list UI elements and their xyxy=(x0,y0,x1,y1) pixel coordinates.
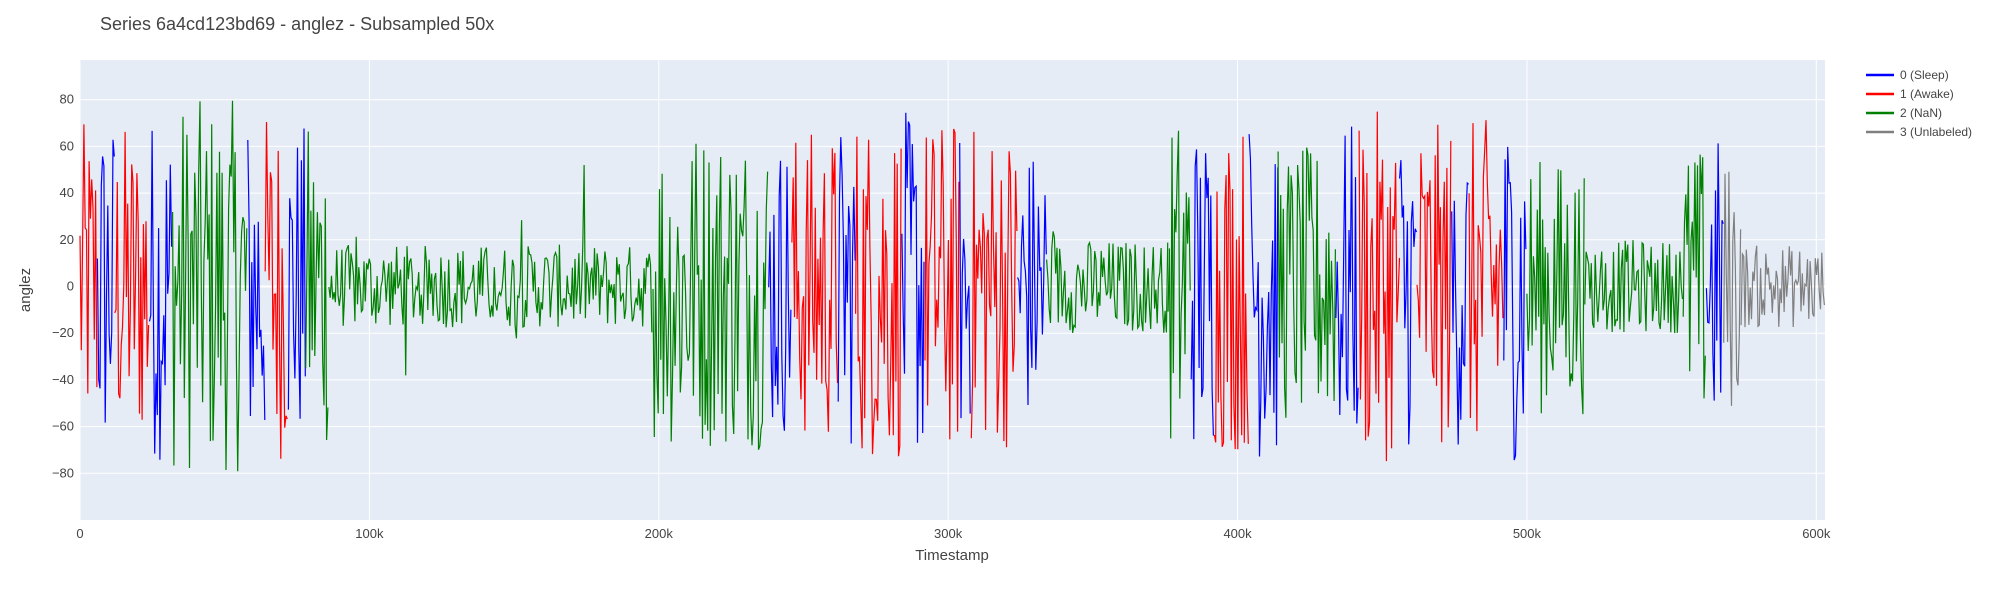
series-trace-1-awake xyxy=(264,121,288,459)
y-tick-label: 60 xyxy=(60,138,74,153)
series-trace-0-sleep xyxy=(1190,149,1214,440)
x-tick-label: 600k xyxy=(1802,526,1831,541)
series-trace-1-awake xyxy=(1468,120,1504,432)
x-tick-label: 300k xyxy=(934,526,963,541)
series-trace-1-awake xyxy=(791,134,839,432)
legend-item[interactable]: 3 (Unlabeled) xyxy=(1866,125,1972,139)
legend-item[interactable]: 2 (NaN) xyxy=(1866,106,1942,120)
x-tick-label: 0 xyxy=(76,526,83,541)
series-trace-0-sleep xyxy=(901,112,925,443)
series-trace-2-nan xyxy=(1584,240,1684,334)
y-tick-label: −20 xyxy=(52,325,74,340)
series-trace-0-sleep xyxy=(1705,143,1724,401)
series-trace-0-sleep xyxy=(1248,134,1279,457)
series-trace-2-nan xyxy=(1682,154,1706,399)
series-trace-2-nan xyxy=(172,100,248,472)
series-trace-0-sleep xyxy=(1503,146,1527,461)
series-trace-3-unlabeled xyxy=(1740,245,1825,328)
series-trace-0-sleep xyxy=(247,139,266,421)
legend-item[interactable]: 0 (Sleep) xyxy=(1866,68,1949,82)
series-trace-0-sleep xyxy=(287,128,306,419)
series-trace-1-awake xyxy=(924,128,960,440)
x-tick-label: 200k xyxy=(645,526,674,541)
y-tick-label: 20 xyxy=(60,232,74,247)
series-trace-0-sleep xyxy=(1451,181,1470,445)
legend-label: 3 (Unlabeled) xyxy=(1900,125,1972,139)
y-tick-label: −60 xyxy=(52,419,74,434)
series-layer xyxy=(79,100,1825,472)
series-trace-1-awake xyxy=(1358,111,1401,462)
legend-label: 2 (NaN) xyxy=(1900,106,1942,120)
series-trace-0-sleep xyxy=(148,130,173,460)
series-trace-1-awake xyxy=(1213,136,1249,450)
x-tick-label: 500k xyxy=(1513,526,1542,541)
legend-label: 0 (Sleep) xyxy=(1900,68,1949,82)
series-trace-1-awake xyxy=(970,131,1018,448)
series-trace-2-nan xyxy=(1526,161,1585,415)
series-trace-0-sleep xyxy=(768,160,792,431)
y-tick-label: −40 xyxy=(52,372,74,387)
series-trace-0-sleep xyxy=(1017,161,1047,406)
series-trace-2-nan xyxy=(1046,231,1169,334)
series-trace-0-sleep xyxy=(1399,160,1418,445)
legend[interactable]: 0 (Sleep) 1 (Awake) 2 (NaN) 3 (Unlabeled) xyxy=(1866,68,1972,139)
x-tick-label: 400k xyxy=(1223,526,1252,541)
series-trace-3-unlabeled xyxy=(1723,171,1742,406)
y-axis-title: anglez xyxy=(17,268,34,312)
series-trace-1-awake xyxy=(114,131,150,420)
y-tick-label: −80 xyxy=(52,465,74,480)
y-tick-label: 0 xyxy=(67,278,74,293)
series-trace-0-sleep xyxy=(96,139,115,423)
chart-title: Series 6a4cd123bd69 - anglez - Subsample… xyxy=(100,14,494,34)
series-trace-0-sleep xyxy=(959,142,971,419)
series-trace-2-nan xyxy=(1167,130,1191,439)
series-trace-0-sleep xyxy=(1335,126,1359,424)
series-trace-2-nan xyxy=(328,164,653,376)
series-trace-0-sleep xyxy=(837,137,856,444)
legend-item[interactable]: 1 (Awake) xyxy=(1866,87,1954,101)
series-trace-2-nan xyxy=(1277,147,1337,418)
series-trace-1-awake xyxy=(854,136,902,457)
y-tick-label: 80 xyxy=(60,92,74,107)
legend-label: 1 (Awake) xyxy=(1900,87,1954,101)
series-trace-2-nan xyxy=(652,143,769,450)
y-tick-label: 40 xyxy=(60,185,74,200)
tick-labels: 0 100k 200k 300k 400k 500k 600k −80 −60 −40 −20 0 20… xyxy=(52,92,1831,541)
series-trace-1-awake xyxy=(1416,124,1452,443)
x-tick-label: 100k xyxy=(355,526,384,541)
series-trace-1-awake xyxy=(79,124,98,394)
series-trace-2-nan xyxy=(305,131,329,441)
x-axis-title: Timestamp xyxy=(915,547,989,564)
